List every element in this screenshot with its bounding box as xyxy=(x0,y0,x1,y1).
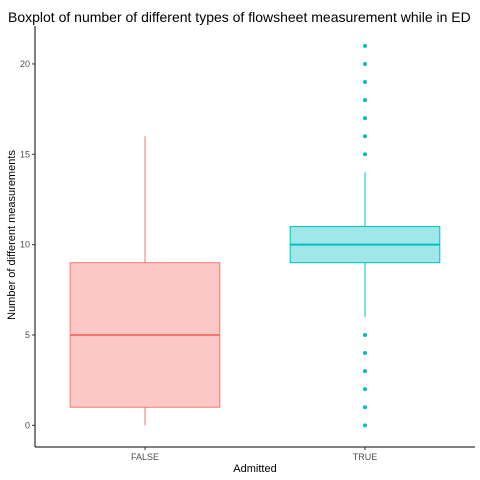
outlier-point xyxy=(362,332,367,337)
outlier-point xyxy=(362,369,367,374)
y-tick-label: 0 xyxy=(25,420,30,430)
outlier-point xyxy=(362,98,367,103)
box-false xyxy=(69,136,221,426)
chart-title: Boxplot of number of different types of … xyxy=(8,9,471,25)
y-tick-label: 15 xyxy=(20,149,30,159)
x-ticks: FALSE TRUE xyxy=(131,447,377,462)
plot-area xyxy=(69,43,441,428)
outlier-point xyxy=(362,43,367,48)
outlier-point xyxy=(362,61,367,66)
y-ticks: 0 5 10 15 20 xyxy=(20,59,35,430)
y-tick-label: 10 xyxy=(20,240,30,250)
outlier-point xyxy=(362,405,367,410)
outlier-point xyxy=(362,116,367,121)
outlier-point xyxy=(362,387,367,392)
x-tick-label: TRUE xyxy=(353,452,378,462)
outlier-point xyxy=(362,80,367,85)
outlier-point xyxy=(362,423,367,428)
box-true xyxy=(289,43,441,428)
x-axis-label: Admitted xyxy=(233,463,276,475)
outlier-point xyxy=(362,351,367,356)
y-tick-label: 20 xyxy=(20,59,30,69)
x-tick-label: FALSE xyxy=(131,452,159,462)
outlier-point xyxy=(362,134,367,139)
y-tick-label: 5 xyxy=(25,330,30,340)
y-axis-label: Number of different measurements xyxy=(6,150,18,320)
outlier-point xyxy=(362,152,367,157)
